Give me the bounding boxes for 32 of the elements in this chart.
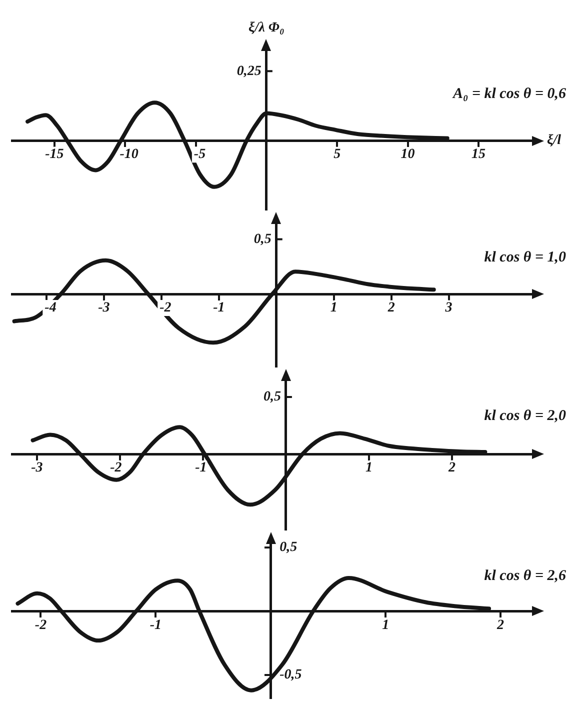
x-tick-label: 1	[330, 300, 338, 316]
x-tick-label: -4	[44, 300, 56, 316]
x-tick-label: 1	[365, 460, 372, 476]
chart-title: A₀ = kl cos θ = 0,6	[452, 86, 566, 102]
chart-title: kl cos θ = 2,0	[484, 408, 566, 424]
text: 0,25	[236, 64, 262, 79]
x-tick-label: -15	[45, 147, 64, 162]
x-tick-label: 2	[496, 618, 504, 633]
text: 0,5	[263, 390, 281, 405]
chart-title: kl cos θ = 1,0	[484, 249, 566, 266]
x-tick-label: 1	[382, 618, 390, 633]
x-tick-label: -1	[213, 300, 225, 316]
text: 0,5	[254, 232, 272, 247]
y-axis-title: ξ/λ Φ₀	[248, 20, 284, 36]
x-tick-label: -2	[110, 460, 122, 476]
x-tick-label: -2	[160, 300, 172, 316]
x-tick-label: 5	[334, 147, 341, 162]
x-tick-label: 10	[400, 147, 415, 162]
x-tick-label: 3	[444, 300, 452, 316]
y-tick-label: -0,5	[280, 668, 302, 683]
text: kl cos θ = 2,6	[484, 568, 566, 584]
x-tick-label: -3	[98, 300, 110, 316]
x-axis-title: ξ/l	[547, 133, 562, 148]
x-tick-label: -1	[150, 618, 162, 633]
x-tick-label: -3	[31, 460, 43, 476]
x-tick-label: 2	[447, 460, 456, 476]
x-tick-label: -1	[195, 460, 207, 476]
x-tick-label: 15	[471, 147, 486, 162]
x-tick-label: -2	[34, 618, 47, 633]
x-tick-label: 2	[386, 300, 395, 316]
x-tick-label: -10	[120, 147, 138, 162]
x-tick-label: -5	[194, 147, 206, 162]
